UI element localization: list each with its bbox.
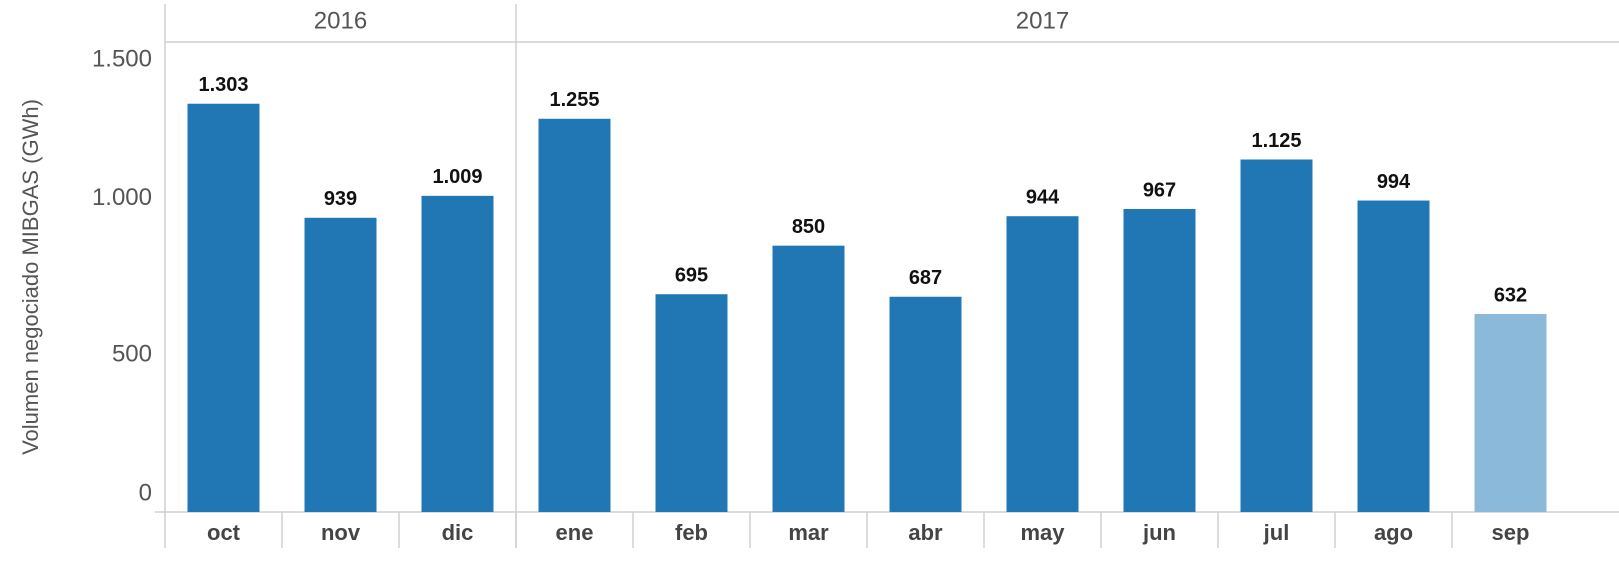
y-tick-label: 1.500 — [92, 45, 152, 72]
value-label: 695 — [675, 265, 708, 287]
x-tick-label: abr — [908, 520, 943, 545]
value-label: 967 — [1143, 179, 1176, 201]
value-label: 850 — [792, 216, 825, 238]
value-label: 1.125 — [1251, 130, 1301, 152]
value-label: 994 — [1377, 171, 1411, 193]
bar — [772, 245, 845, 512]
x-tick-label: ago — [1374, 520, 1413, 545]
x-tick-label: mar — [788, 520, 829, 545]
x-tick-label: dic — [442, 520, 474, 545]
value-label: 1.255 — [549, 89, 599, 111]
x-tick-label: nov — [321, 520, 361, 545]
y-tick-label: 0 — [139, 479, 152, 506]
value-label: 632 — [1494, 284, 1527, 306]
x-tick-label: may — [1020, 520, 1065, 545]
bar — [1006, 216, 1079, 513]
bar — [1240, 159, 1313, 512]
bar — [889, 296, 962, 512]
group-label: 2016 — [314, 7, 367, 34]
group-label: 2017 — [1016, 7, 1069, 34]
x-tick-label: jun — [1142, 520, 1176, 545]
value-label: 944 — [1026, 186, 1060, 208]
x-tick-label: jul — [1263, 520, 1290, 545]
value-label: 1.009 — [432, 166, 482, 188]
y-tick-label: 500 — [112, 341, 152, 368]
bar — [1474, 313, 1547, 512]
value-label: 687 — [909, 267, 942, 289]
bar — [187, 103, 260, 512]
value-label: 1.303 — [198, 74, 248, 96]
x-tick-label: ene — [556, 520, 594, 545]
bar — [655, 294, 728, 512]
bar — [304, 217, 377, 512]
y-tick-label: 1.000 — [92, 184, 152, 211]
bar — [1357, 200, 1430, 512]
x-tick-label: sep — [1492, 520, 1530, 545]
value-label: 939 — [324, 188, 357, 210]
x-tick-label: oct — [207, 520, 241, 545]
x-tick-label: feb — [675, 520, 708, 545]
y-axis-title: Volumen negociado MIBGAS (GWh) — [18, 99, 43, 455]
bar — [421, 195, 494, 512]
bar — [1123, 209, 1196, 513]
bar — [538, 118, 611, 513]
